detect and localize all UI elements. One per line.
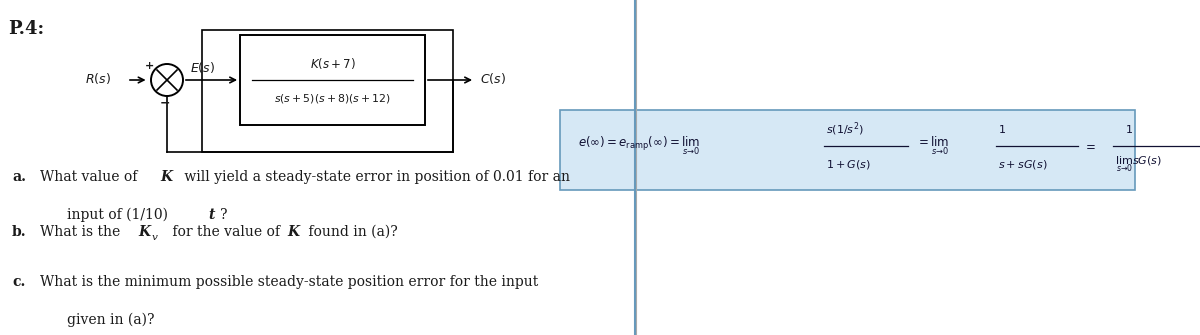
Text: What is the: What is the xyxy=(40,225,125,239)
Text: K: K xyxy=(160,170,172,184)
Text: a.: a. xyxy=(12,170,26,184)
Text: $s + sG(s)$: $s + sG(s)$ xyxy=(998,157,1048,171)
Bar xyxy=(240,35,425,125)
Text: K: K xyxy=(138,225,150,239)
Text: ?: ? xyxy=(220,208,228,222)
Text: $E(s)$: $E(s)$ xyxy=(190,60,215,74)
Text: t: t xyxy=(208,208,215,222)
Text: P.4:: P.4: xyxy=(8,20,44,38)
Text: c.: c. xyxy=(12,275,25,289)
Text: $1$: $1$ xyxy=(998,123,1006,135)
Text: −: − xyxy=(160,96,170,110)
Text: given in (a)?: given in (a)? xyxy=(67,313,155,327)
Text: $R(s)$: $R(s)$ xyxy=(85,70,110,85)
Text: $s(s+5)(s+8)(s+12)$: $s(s+5)(s+8)(s+12)$ xyxy=(274,91,391,105)
Text: +: + xyxy=(145,61,155,71)
Text: input of (1/10): input of (1/10) xyxy=(67,208,168,222)
Text: $= \lim_{s \to 0}$: $= \lim_{s \to 0}$ xyxy=(916,135,949,157)
Bar xyxy=(560,110,1135,190)
Text: for the value of: for the value of xyxy=(168,225,284,239)
Text: v: v xyxy=(152,233,158,242)
Text: $s(1/s^{2})$: $s(1/s^{2})$ xyxy=(826,120,864,138)
Bar xyxy=(202,30,454,152)
Text: $=$: $=$ xyxy=(1084,139,1096,152)
Text: will yield a steady-state error in position of 0.01 for an: will yield a steady-state error in posit… xyxy=(180,170,570,184)
Text: What is the minimum possible steady-state position error for the input: What is the minimum possible steady-stat… xyxy=(40,275,539,289)
Text: $e(\infty) = e_{\rm ramp}(\infty) = \lim_{s \to 0}$: $e(\infty) = e_{\rm ramp}(\infty) = \lim… xyxy=(578,135,701,157)
Text: $1$: $1$ xyxy=(1126,123,1133,135)
Text: $1 + G(s)$: $1 + G(s)$ xyxy=(826,157,871,171)
Text: $\lim_{s \to 0} sG(s)$: $\lim_{s \to 0} sG(s)$ xyxy=(1115,154,1162,174)
Text: found in (a)?: found in (a)? xyxy=(304,225,397,239)
Text: $K(s+7)$: $K(s+7)$ xyxy=(310,56,355,70)
Text: What value of: What value of xyxy=(40,170,142,184)
Text: $C(s)$: $C(s)$ xyxy=(480,70,506,85)
Text: b.: b. xyxy=(12,225,26,239)
Text: K: K xyxy=(287,225,299,239)
